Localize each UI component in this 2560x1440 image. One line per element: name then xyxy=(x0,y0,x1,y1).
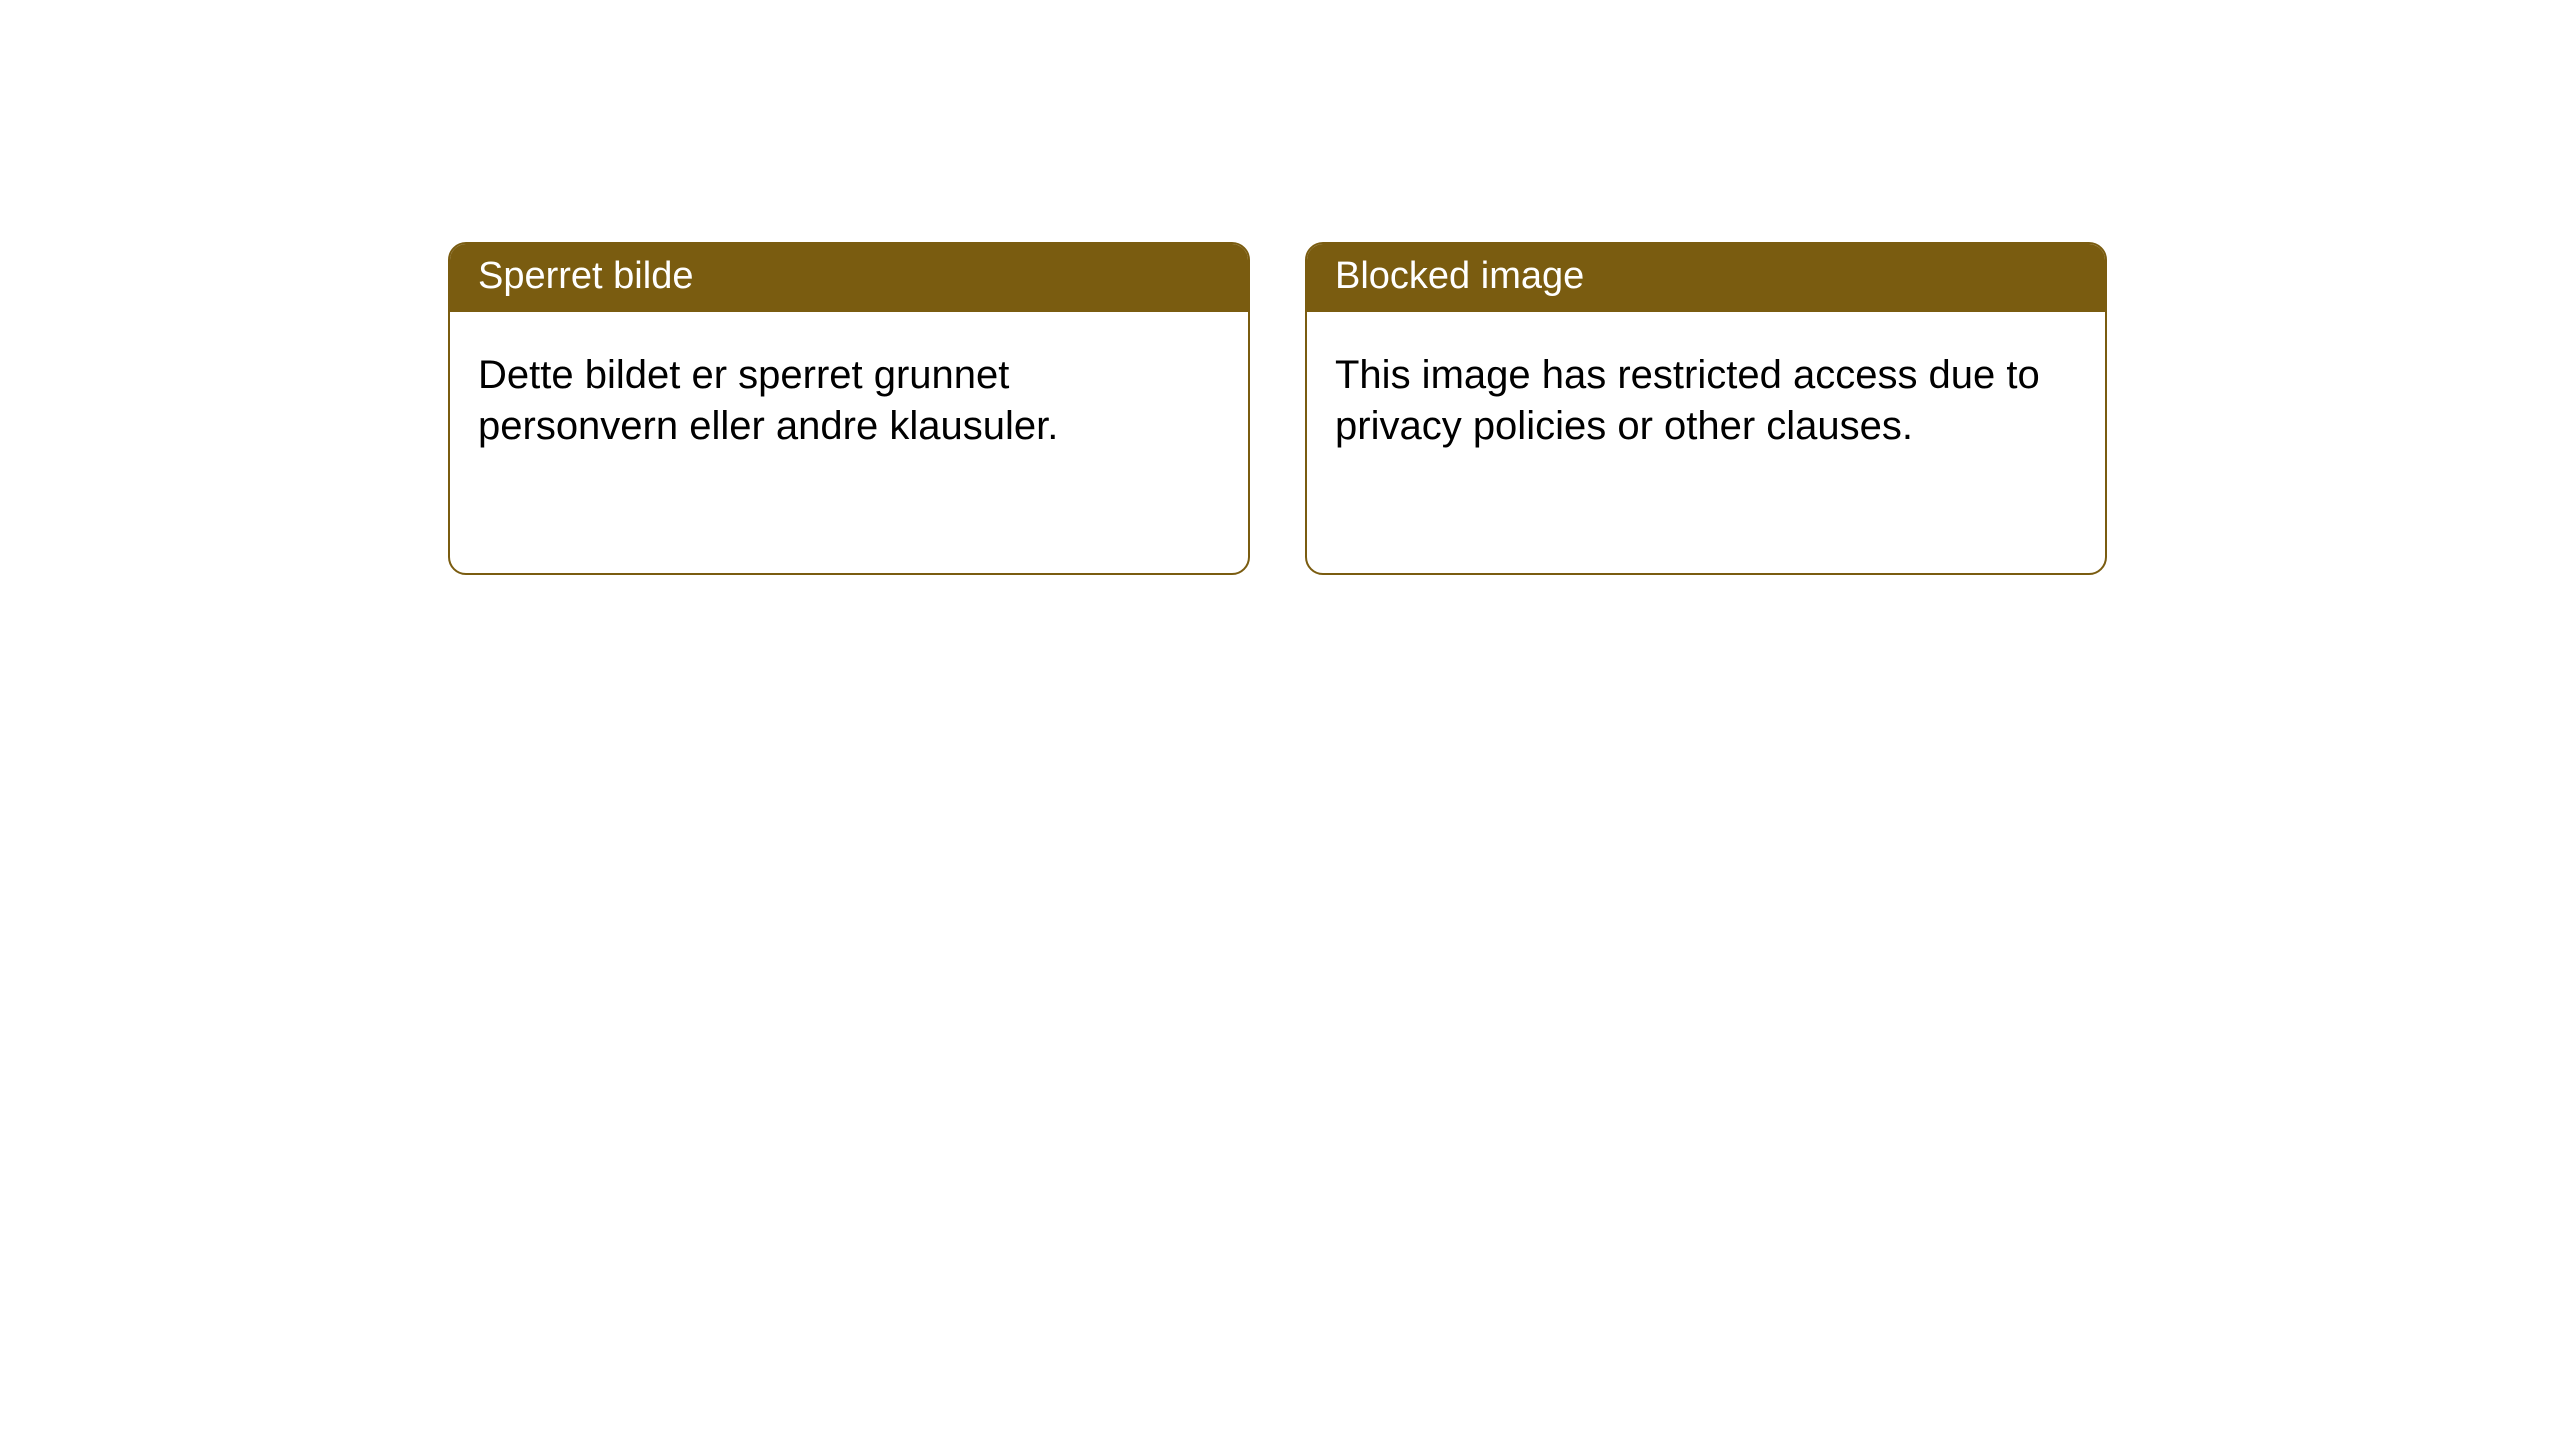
notice-container: Sperret bilde Dette bildet er sperret gr… xyxy=(0,0,2560,575)
notice-header: Sperret bilde xyxy=(450,244,1248,312)
notice-body: This image has restricted access due to … xyxy=(1307,312,2105,480)
notice-card-norwegian: Sperret bilde Dette bildet er sperret gr… xyxy=(448,242,1250,575)
notice-header: Blocked image xyxy=(1307,244,2105,312)
notice-body: Dette bildet er sperret grunnet personve… xyxy=(450,312,1248,480)
notice-card-english: Blocked image This image has restricted … xyxy=(1305,242,2107,575)
